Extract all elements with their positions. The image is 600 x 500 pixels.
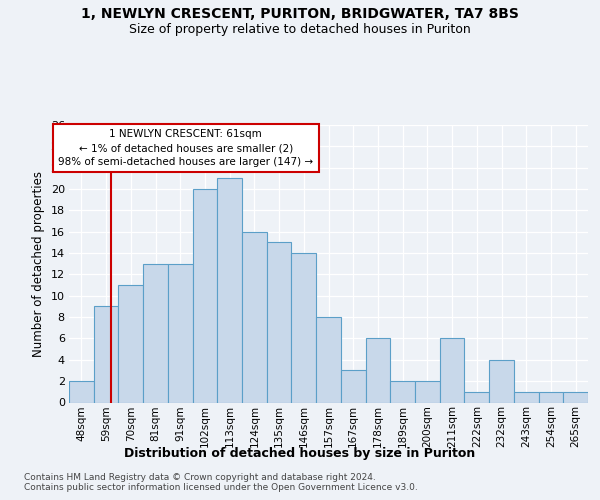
- Bar: [341, 370, 365, 402]
- Bar: [514, 392, 539, 402]
- Text: Size of property relative to detached houses in Puriton: Size of property relative to detached ho…: [129, 22, 471, 36]
- Bar: [365, 338, 390, 402]
- Bar: [217, 178, 242, 402]
- Bar: [292, 253, 316, 402]
- Text: Contains HM Land Registry data © Crown copyright and database right 2024.
Contai: Contains HM Land Registry data © Crown c…: [24, 472, 418, 492]
- Bar: [539, 392, 563, 402]
- Bar: [464, 392, 489, 402]
- Bar: [118, 285, 143, 403]
- Bar: [489, 360, 514, 403]
- Bar: [563, 392, 588, 402]
- Bar: [267, 242, 292, 402]
- Bar: [390, 381, 415, 402]
- Bar: [69, 381, 94, 402]
- Y-axis label: Number of detached properties: Number of detached properties: [32, 171, 45, 357]
- Text: 1 NEWLYN CRESCENT: 61sqm
← 1% of detached houses are smaller (2)
98% of semi-det: 1 NEWLYN CRESCENT: 61sqm ← 1% of detache…: [58, 129, 313, 167]
- Bar: [143, 264, 168, 402]
- Bar: [168, 264, 193, 402]
- Bar: [415, 381, 440, 402]
- Bar: [316, 317, 341, 402]
- Text: 1, NEWLYN CRESCENT, PURITON, BRIDGWATER, TA7 8BS: 1, NEWLYN CRESCENT, PURITON, BRIDGWATER,…: [81, 8, 519, 22]
- Bar: [193, 189, 217, 402]
- Bar: [94, 306, 118, 402]
- Text: Distribution of detached houses by size in Puriton: Distribution of detached houses by size …: [124, 448, 476, 460]
- Bar: [242, 232, 267, 402]
- Bar: [440, 338, 464, 402]
